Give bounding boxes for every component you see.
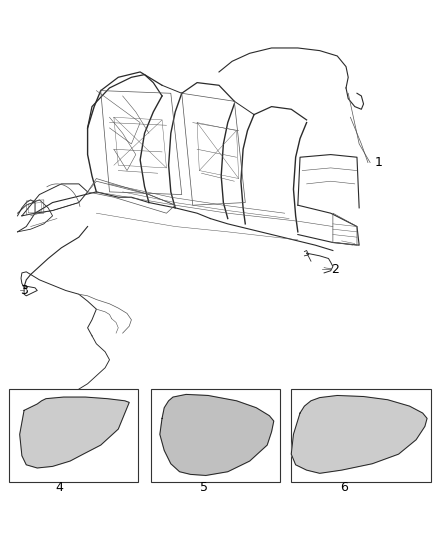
- Polygon shape: [291, 395, 427, 473]
- Text: 3: 3: [20, 284, 28, 297]
- Text: 1: 1: [374, 156, 382, 169]
- Bar: [9, 389, 138, 482]
- Text: 5: 5: [200, 481, 208, 494]
- Polygon shape: [160, 394, 274, 475]
- Text: 4: 4: [55, 481, 63, 494]
- Text: 2: 2: [331, 263, 339, 276]
- Polygon shape: [20, 397, 129, 468]
- Bar: [151, 389, 280, 482]
- Text: 6: 6: [340, 481, 348, 494]
- Bar: [291, 389, 431, 482]
